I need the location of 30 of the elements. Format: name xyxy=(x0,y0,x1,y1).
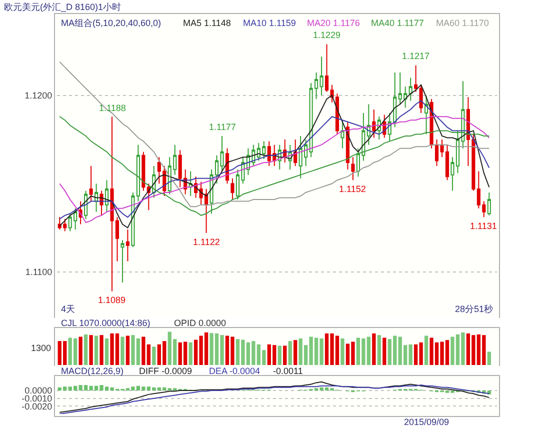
annotation: 1.1131 xyxy=(470,221,497,231)
text: 1300 xyxy=(31,343,52,353)
text: MA40 1.1177 xyxy=(371,18,424,28)
annotation: 1.1152 xyxy=(339,184,366,194)
text: MA5 1.1148 xyxy=(183,18,231,28)
chart-title: 欧元美元(外汇_D 8160)1小时 xyxy=(4,2,122,12)
text: MA10 1.1159 xyxy=(243,18,296,28)
text: -0.0011 xyxy=(273,366,303,376)
chart-title: CJL 1070.0000(14:86) xyxy=(61,318,150,328)
series-label: DEA -0.0004 xyxy=(209,366,260,376)
y-tick-label: 1.1100 xyxy=(25,267,52,278)
annotation: 1.1229 xyxy=(313,30,341,40)
annotation: 4天 xyxy=(61,304,76,314)
chart-subtitle: OPID 0.0000 xyxy=(174,318,226,328)
annotation: 1.1217 xyxy=(402,51,430,61)
legend-title: MA组合(5,10,20,40,60,0) xyxy=(61,18,162,28)
chart-title: MACD(12,26,9) xyxy=(61,366,124,376)
annotation: 1.1177 xyxy=(209,122,236,132)
annotation: 1.1188 xyxy=(99,103,126,113)
annotation: 1.1122 xyxy=(193,237,220,247)
series-label: DIFF -0.0009 xyxy=(139,366,192,376)
y-tick-label: 0.0000 xyxy=(24,386,52,396)
text: MA20 1.1176 xyxy=(307,18,360,28)
text: MA60 1.1170 xyxy=(436,18,489,28)
annotation: 28分51秒 xyxy=(455,304,494,314)
annotation: 1.1089 xyxy=(98,295,126,305)
y-tick-label: -0.0010 xyxy=(22,394,52,404)
y-tick-label: -0.0020 xyxy=(22,401,52,412)
text: 2015/09/09 xyxy=(404,417,450,427)
y-tick-label: 1.1200 xyxy=(24,90,52,101)
